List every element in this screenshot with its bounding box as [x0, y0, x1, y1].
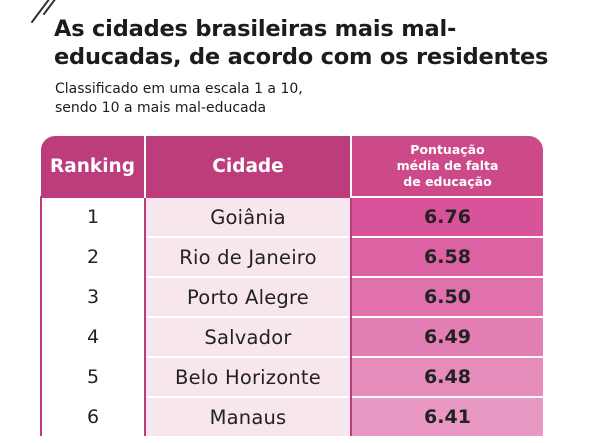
rank-cell: 5	[40, 356, 146, 397]
table-row: 5 Belo Horizonte 6.48	[40, 356, 543, 397]
score-header-line-2: média de falta	[396, 158, 499, 173]
decorative-lines-icon	[31, 0, 56, 23]
table-row: 2 Rio de Janeiro 6.58	[40, 236, 543, 277]
table-header-row: Ranking Cidade Pontuação média de falta …	[41, 136, 543, 197]
score-cell: 6.76	[351, 196, 543, 237]
subtitle-line-2: sendo 10 a mais mal-educada	[55, 100, 267, 116]
page-title: As cidades brasileiras mais mal-educadas…	[54, 16, 549, 70]
city-cell: Belo Horizonte	[145, 356, 352, 397]
score-cell: 6.48	[351, 356, 543, 397]
rank-cell: 2	[40, 236, 146, 277]
city-cell: Porto Alegre	[145, 276, 352, 317]
city-cell: Rio de Janeiro	[145, 236, 352, 277]
table-row: 4 Salvador 6.49	[40, 316, 543, 357]
score-header-line-3: de educação	[403, 174, 492, 189]
rank-cell: 4	[40, 316, 146, 357]
score-cell: 6.49	[351, 316, 543, 357]
table-row: 3 Porto Alegre 6.50	[40, 276, 543, 317]
ranking-table: Ranking Cidade Pontuação média de falta …	[40, 136, 543, 436]
column-header-score: Pontuação média de falta de educação	[351, 136, 543, 197]
table-row: 6 Manaus 6.41	[40, 396, 543, 436]
score-cell: 6.50	[351, 276, 543, 317]
score-cell: 6.41	[351, 396, 543, 436]
city-cell: Goiânia	[145, 196, 352, 237]
score-cell: 6.58	[351, 236, 543, 277]
city-cell: Manaus	[145, 396, 352, 436]
rank-cell: 1	[40, 196, 146, 237]
rank-cell: 3	[40, 276, 146, 317]
column-header-ranking: Ranking	[41, 136, 146, 197]
table-row: 1 Goiânia 6.76	[40, 196, 543, 237]
column-header-city: Cidade	[145, 136, 352, 197]
score-header-line-1: Pontuação	[410, 142, 485, 157]
page-subtitle: Classificado em uma escala 1 a 10, sendo…	[55, 80, 375, 118]
city-cell: Salvador	[145, 316, 352, 357]
subtitle-line-1: Classificado em uma escala 1 a 10,	[55, 81, 303, 97]
rank-cell: 6	[40, 396, 146, 436]
